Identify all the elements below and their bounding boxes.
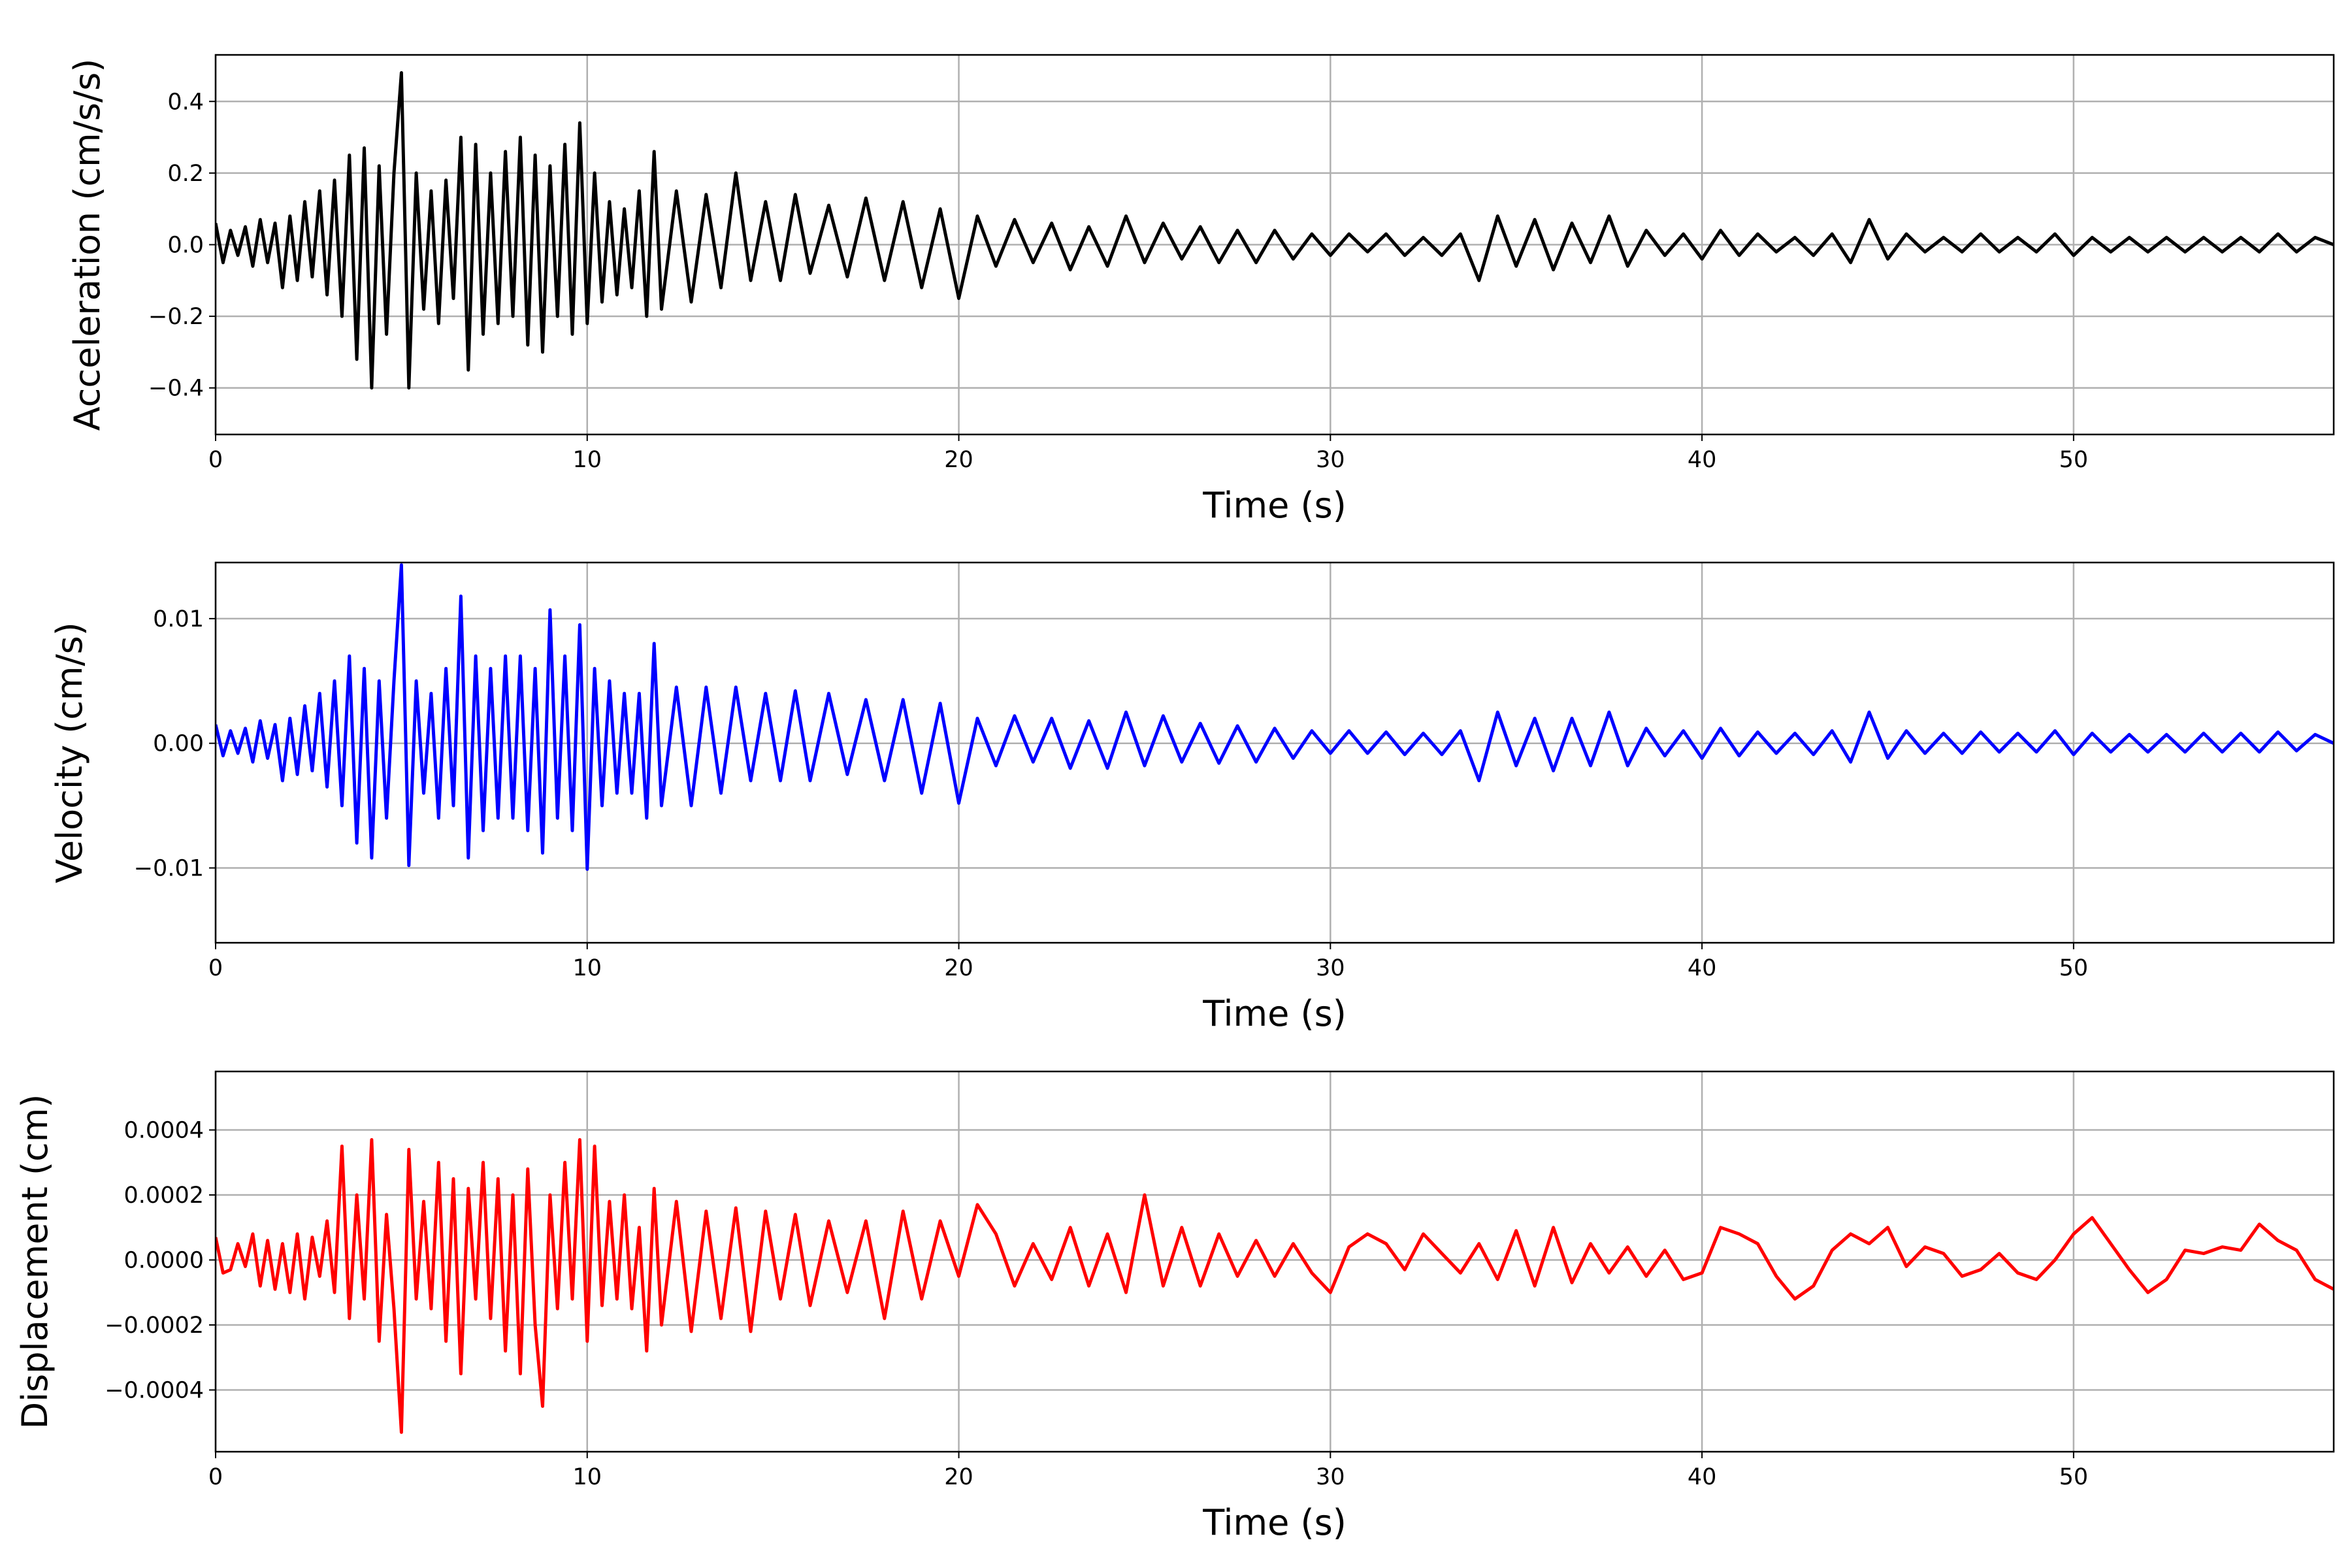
x-tick-label: 40 — [1688, 1464, 1717, 1490]
displacement-panel: 0 10 20 30 40 50 −0.0004 −0.0002 0.0000 0.0002 0.0… — [14, 1070, 2335, 1543]
x-tick-label: 30 — [1316, 447, 1345, 473]
y-tick-label: 0.2 — [167, 161, 204, 187]
x-tick-label: 0 — [208, 955, 223, 981]
y-tick-label: −0.4 — [148, 376, 204, 402]
x-tick-label: 40 — [1688, 955, 1717, 981]
x-tick-label: 30 — [1316, 1464, 1345, 1490]
velocity-panel: 0 10 20 30 40 50 −0.01 0.00 0.01 Time (s) Velocity… — [49, 561, 2335, 1034]
displacement-series-line — [216, 1138, 2334, 1434]
plot-frame — [214, 54, 2335, 436]
y-axis-label: Acceleration (cm/s/s) — [67, 59, 108, 431]
x-tick-label: 10 — [572, 955, 602, 981]
x-tick-label: 20 — [944, 447, 973, 473]
y-axis-label: Velocity (cm/s) — [49, 622, 90, 883]
x-tick-label: 20 — [944, 1464, 973, 1490]
x-tick-label: 0 — [208, 1464, 223, 1490]
x-tick-label: 0 — [208, 447, 223, 473]
x-axis-label: Time (s) — [1202, 485, 1347, 526]
x-tick-label: 40 — [1688, 447, 1717, 473]
x-tick-label: 50 — [2059, 447, 2089, 473]
x-axis-label: Time (s) — [1202, 1502, 1347, 1543]
acceleration-series-line — [216, 71, 2334, 390]
y-tick-label: −0.01 — [134, 856, 204, 882]
x-axis-label: Time (s) — [1202, 993, 1347, 1034]
y-tick-label: −0.2 — [148, 304, 204, 330]
x-tick-label: 10 — [572, 447, 602, 473]
x-tick-label: 10 — [572, 1464, 602, 1490]
y-tick-label: 0.0000 — [124, 1248, 204, 1274]
y-tick-label: 0.4 — [167, 89, 204, 115]
velocity-series-line — [216, 563, 2334, 871]
y-tick-label: −0.0004 — [105, 1377, 204, 1403]
plot-frame — [214, 561, 2335, 944]
x-tick-label: 20 — [944, 955, 973, 981]
acceleration-panel: 0 10 20 30 40 50 −0.4 −0.2 0.0 0.2 0.4 Time (s) Acce… — [67, 54, 2335, 526]
y-tick-label: 0.00 — [153, 731, 204, 757]
x-tick-label: 30 — [1316, 955, 1345, 981]
y-tick-label: 0.0002 — [124, 1183, 204, 1209]
plot-frame — [214, 1070, 2335, 1453]
x-tick-label: 50 — [2059, 1464, 2089, 1490]
y-tick-label: 0.0004 — [124, 1118, 204, 1144]
y-tick-label: −0.0002 — [105, 1313, 204, 1339]
y-tick-label: 0.01 — [153, 606, 204, 632]
y-axis-label: Displacement (cm) — [14, 1094, 56, 1429]
x-tick-label: 50 — [2059, 955, 2089, 981]
y-tick-label: 0.0 — [167, 233, 204, 259]
